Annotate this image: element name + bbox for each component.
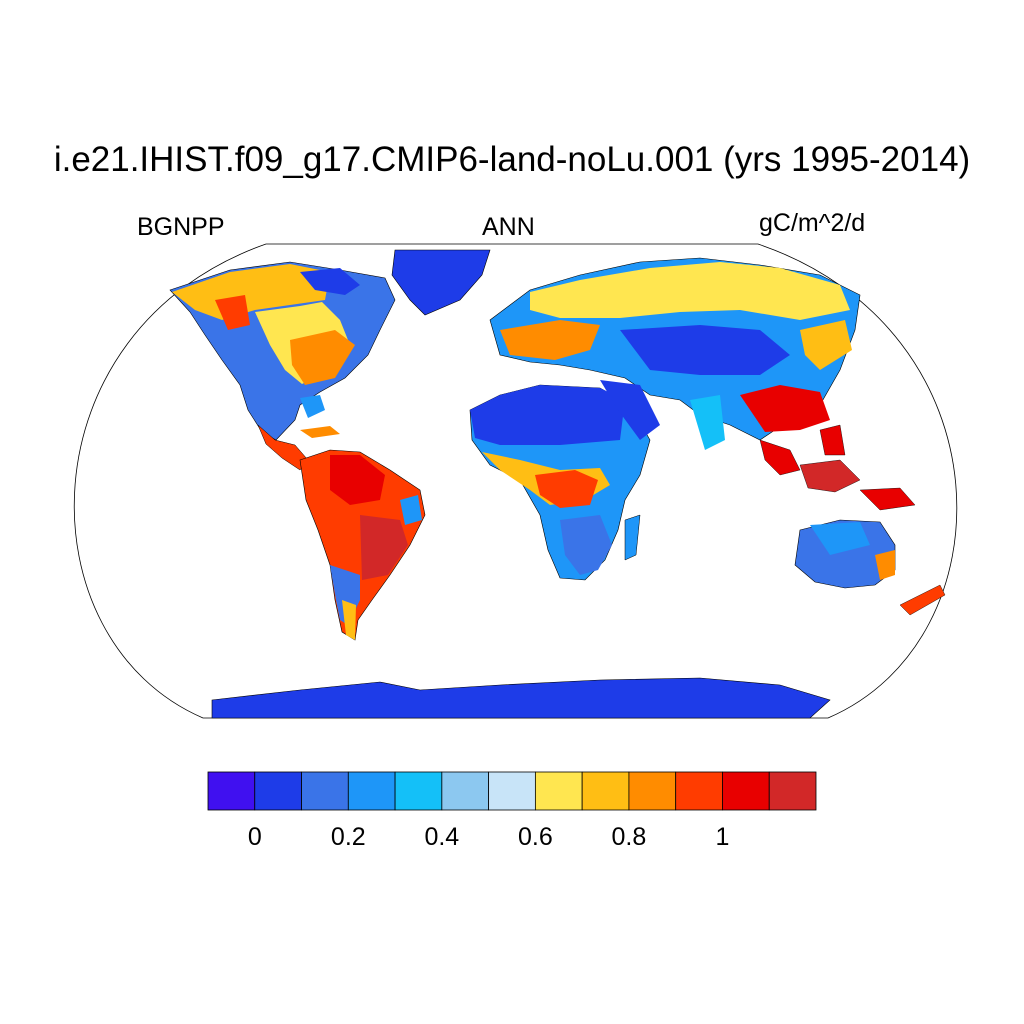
north-america: [169, 261, 396, 471]
colorbar-swatch: [207, 771, 256, 811]
colorbar-swatch: [675, 771, 723, 811]
antarctica: [211, 677, 831, 719]
colorbar-swatch: [488, 771, 536, 811]
season-label: ANN: [482, 213, 535, 241]
colorbar-swatch: [301, 771, 349, 811]
greenland: [391, 249, 491, 316]
colorbar-tick-label: 0.8: [612, 823, 647, 851]
africa: [469, 384, 651, 581]
colorbar-swatch: [441, 771, 490, 811]
colorbar-swatch: [628, 771, 677, 811]
colorbar-swatch: [394, 771, 443, 811]
south-america: [299, 449, 426, 641]
colorbar-swatch: [347, 771, 396, 811]
units-label: gC/m^2/d: [759, 209, 866, 237]
plot-title: i.e21.IHIST.f09_g17.CMIP6-land-noLu.001 …: [53, 140, 971, 179]
colorbar-tick-label: 0.4: [424, 823, 459, 851]
colorbar-tick-label: 1: [716, 823, 730, 851]
australia: [794, 519, 946, 616]
colorbar-swatch: [581, 771, 630, 811]
colorbar-swatch: [768, 771, 817, 811]
colorbar-tick-label: 0.6: [518, 823, 553, 851]
colorbar-tick-label: 0.2: [331, 823, 366, 851]
maritime-southeast-asia: [759, 424, 916, 511]
colorbar-tick-label: 0: [248, 823, 262, 851]
variable-label: BGNPP: [137, 213, 225, 241]
eurasia: [489, 257, 861, 450]
colorbar-swatch: [534, 771, 583, 811]
colorbar-swatch: [722, 771, 770, 811]
colorbar-swatch: [254, 771, 302, 811]
